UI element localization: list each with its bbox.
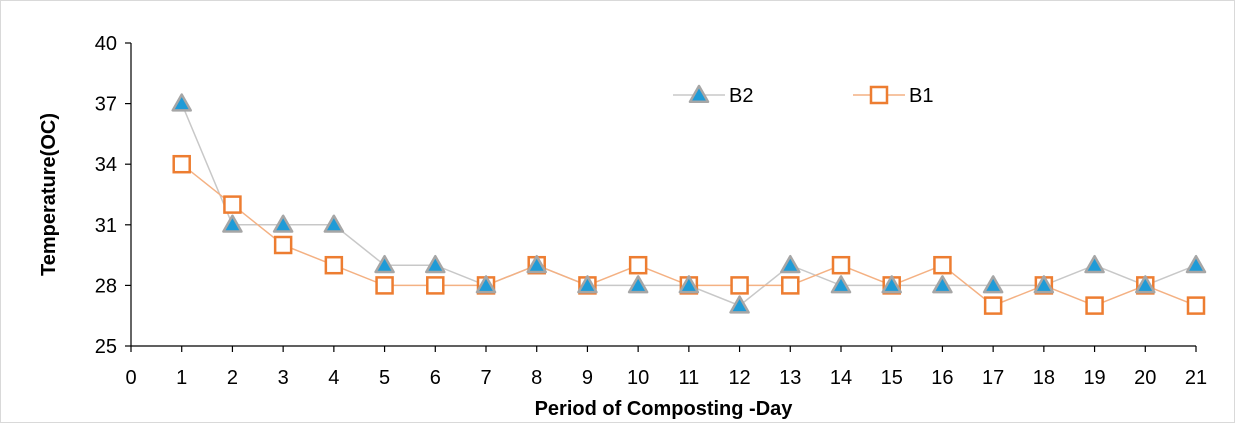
y-axis-title: Temperature(OC) (38, 113, 60, 276)
x-tick-label: 15 (881, 367, 903, 389)
x-tick-label: 9 (582, 367, 593, 389)
data-point-b2 (1033, 275, 1055, 294)
y-tick-label: 37 (95, 94, 117, 116)
legend-label-b2: B2 (729, 85, 753, 107)
axes (130, 43, 1196, 347)
data-point-b2 (475, 275, 497, 294)
data-point-b2 (1084, 254, 1105, 274)
data-point-b2 (171, 93, 192, 112)
y-tick-label: 25 (95, 336, 117, 358)
data-point-b1 (1186, 296, 1206, 315)
data-point-b1 (324, 255, 344, 275)
data-point-b2 (678, 275, 700, 294)
data-point-b1 (933, 255, 952, 275)
legend-marker-b1 (869, 85, 889, 105)
x-tick-label: 11 (678, 367, 699, 389)
data-point-b2 (729, 295, 750, 314)
data-point-b2 (830, 275, 852, 294)
data-point-b2 (627, 275, 649, 294)
data-point-b1 (730, 276, 749, 295)
data-point-b2 (374, 254, 395, 274)
x-tick-label: 12 (728, 367, 750, 389)
x-tick-label: 8 (531, 367, 542, 389)
y-tick-label: 40 (95, 33, 117, 55)
data-point-b2 (425, 254, 446, 274)
data-point-b1 (831, 255, 851, 275)
data-point-b1 (781, 276, 800, 295)
data-point-b1 (223, 195, 242, 214)
x-tick-label: 20 (1134, 367, 1156, 389)
data-point-b2 (222, 214, 243, 233)
x-tick-label: 2 (227, 367, 238, 389)
x-tick-label: 14 (830, 367, 852, 389)
x-tick-label: 21 (1185, 367, 1207, 389)
data-point-b1 (628, 255, 648, 275)
x-tick-label: 19 (1083, 367, 1105, 389)
x-tick-label: 16 (931, 367, 953, 389)
data-point-b2 (932, 275, 953, 294)
y-tick-label: 28 (95, 275, 117, 297)
data-point-b2 (1135, 275, 1156, 294)
x-tick-label: 4 (328, 367, 339, 389)
x-tick-label: 5 (379, 367, 390, 389)
y-tick-label: 34 (95, 154, 117, 176)
data-point-b1 (983, 296, 1003, 315)
data-point-b2 (577, 275, 598, 294)
data-point-b1 (172, 154, 191, 174)
x-tick-label: 18 (1033, 367, 1055, 389)
x-axis-ticks: 0 1 2 3 4 5 6 7 8 9 10 11 12 13 14 15 16 17 18 19 20 21 (125, 346, 1207, 389)
x-tick-label: 1 (176, 367, 187, 389)
x-tick-label: 3 (278, 367, 289, 389)
data-point-b1 (375, 276, 394, 295)
data-point-b2 (881, 275, 902, 294)
x-tick-label: 7 (480, 367, 491, 389)
x-tick-label: 0 (125, 367, 136, 389)
legend: B2 B1 (673, 84, 933, 107)
data-point-b2 (323, 214, 345, 233)
data-point-b2 (1185, 254, 1207, 274)
y-axis-ticks: 25 28 31 34 37 40 (95, 33, 131, 358)
x-axis-title: Period of Composting -Day (535, 398, 794, 420)
data-point-b1 (273, 235, 293, 255)
data-point-b1 (1085, 296, 1104, 315)
data-point-b2 (982, 275, 1004, 294)
legend-marker-b2 (688, 84, 710, 103)
y-tick-label: 31 (95, 215, 117, 237)
x-tick-label: 13 (779, 367, 801, 389)
data-point-b1 (426, 276, 445, 295)
x-tick-label: 17 (982, 367, 1004, 389)
data-point-b2 (780, 254, 801, 274)
series-markers (171, 93, 1207, 315)
x-tick-label: 6 (430, 367, 441, 389)
x-tick-label: 10 (627, 367, 649, 389)
data-point-b2 (526, 254, 547, 274)
data-point-b2 (272, 214, 294, 233)
legend-label-b1: B1 (909, 85, 933, 107)
